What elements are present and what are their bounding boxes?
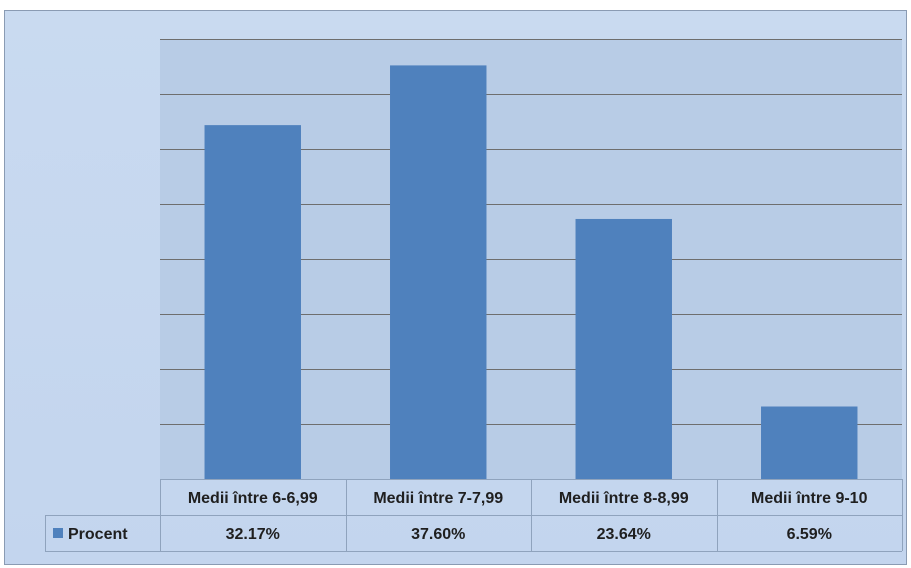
bar-3 — [575, 218, 672, 479]
value-label-2: 37.60% — [411, 526, 465, 543]
value-label-4: 6.59% — [787, 526, 832, 543]
bar-4 — [761, 406, 858, 479]
bar-chart: Medii între 6-6,99 Medii între 7-7,99 Medi… — [45, 39, 903, 552]
bar-2 — [390, 65, 487, 480]
category-label-1: Medii între 6-6,99 — [188, 490, 318, 507]
chart-frame: Medii între 6-6,99 Medii între 7-7,99 Medi… — [4, 10, 907, 565]
bars — [204, 65, 858, 480]
category-label-2: Medii între 7-7,99 — [373, 490, 503, 507]
value-label-1: 32.17% — [226, 526, 280, 543]
legend-key — [53, 528, 63, 538]
category-label-3: Medii între 8-8,99 — [559, 490, 689, 507]
value-label-3: 23.64% — [597, 526, 651, 543]
data-table: Medii între 6-6,99 Medii între 7-7,99 Medi… — [45, 479, 903, 552]
legend-label: Procent — [68, 526, 128, 543]
category-label-4: Medii între 9-10 — [751, 490, 868, 507]
bar-1 — [204, 125, 301, 479]
